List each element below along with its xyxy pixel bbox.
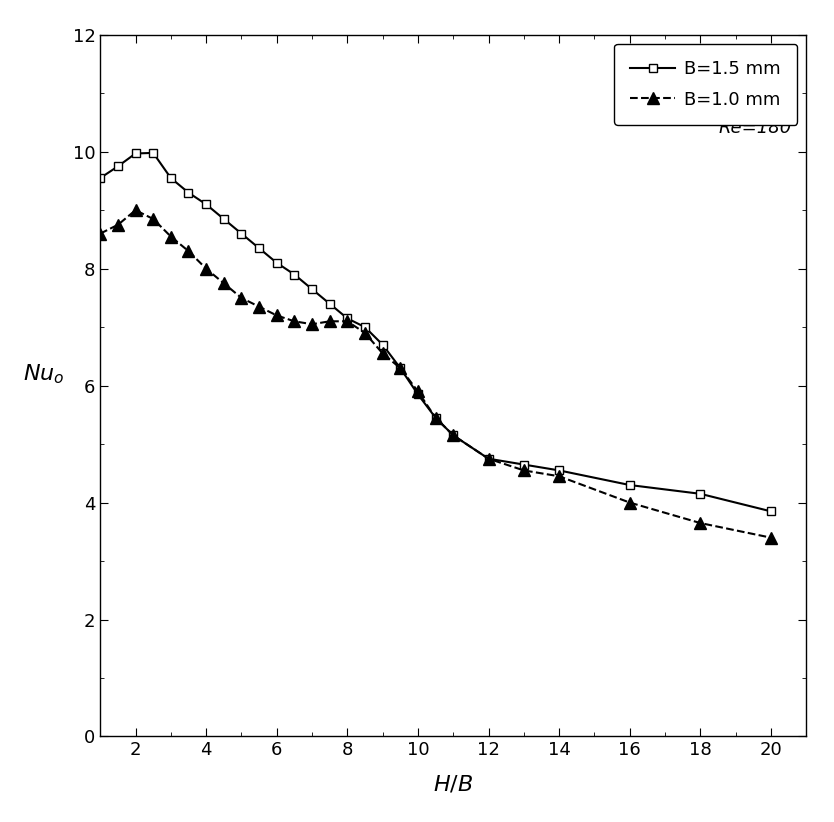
B=1.0 mm	[554, 471, 564, 481]
B=1.0 mm	[625, 497, 635, 507]
B=1.5 mm	[148, 148, 158, 158]
B=1.0 mm	[113, 220, 123, 230]
B=1.0 mm	[430, 413, 440, 423]
B=1.0 mm	[219, 279, 229, 289]
B=1.0 mm	[236, 293, 246, 302]
B=1.5 mm	[625, 480, 635, 490]
B=1.5 mm	[166, 173, 176, 183]
B=1.0 mm	[183, 247, 193, 256]
B=1.5 mm	[131, 149, 141, 159]
B=1.0 mm	[413, 386, 423, 396]
Line: B=1.0 mm: B=1.0 mm	[95, 205, 776, 543]
B=1.5 mm	[219, 214, 229, 224]
B=1.5 mm	[236, 229, 246, 238]
B=1.5 mm	[113, 161, 123, 171]
B=1.0 mm	[254, 302, 264, 312]
B=1.0 mm	[166, 232, 176, 242]
B=1.5 mm	[696, 489, 706, 499]
B=1.5 mm	[766, 506, 776, 516]
B=1.5 mm	[519, 459, 529, 469]
B=1.5 mm	[183, 187, 193, 197]
B=1.0 mm	[360, 328, 370, 338]
B=1.5 mm	[430, 413, 440, 423]
B=1.5 mm	[413, 390, 423, 399]
B=1.5 mm	[395, 363, 405, 373]
B=1.5 mm	[95, 173, 105, 183]
X-axis label: $\mathit{H/B}$: $\mathit{H/B}$	[433, 774, 474, 794]
B=1.5 mm	[254, 243, 264, 253]
B=1.5 mm	[289, 270, 299, 279]
B=1.0 mm	[95, 229, 105, 238]
B=1.0 mm	[307, 319, 317, 329]
Text: Re=180: Re=180	[719, 119, 792, 137]
B=1.5 mm	[378, 339, 388, 349]
B=1.5 mm	[554, 465, 564, 475]
B=1.0 mm	[395, 363, 405, 373]
B=1.0 mm	[342, 316, 352, 326]
B=1.5 mm	[324, 299, 334, 309]
B=1.0 mm	[696, 518, 706, 528]
B=1.5 mm	[342, 313, 352, 323]
B=1.5 mm	[201, 200, 211, 210]
B=1.0 mm	[289, 316, 299, 326]
Legend: B=1.5 mm, B=1.0 mm: B=1.5 mm, B=1.0 mm	[614, 44, 797, 125]
B=1.0 mm	[448, 431, 458, 441]
B=1.0 mm	[484, 454, 494, 464]
B=1.0 mm	[131, 206, 141, 215]
B=1.0 mm	[378, 349, 388, 358]
B=1.0 mm	[201, 264, 211, 274]
B=1.0 mm	[148, 214, 158, 224]
B=1.0 mm	[519, 465, 529, 475]
B=1.0 mm	[766, 533, 776, 543]
B=1.5 mm	[360, 322, 370, 332]
Line: B=1.5 mm: B=1.5 mm	[96, 149, 775, 515]
B=1.0 mm	[272, 311, 282, 321]
B=1.5 mm	[484, 454, 494, 464]
B=1.5 mm	[272, 258, 282, 268]
B=1.5 mm	[448, 431, 458, 441]
B=1.5 mm	[307, 284, 317, 294]
Y-axis label: $\mathit{Nu_o}$: $\mathit{Nu_o}$	[23, 362, 64, 386]
B=1.0 mm	[324, 316, 334, 326]
